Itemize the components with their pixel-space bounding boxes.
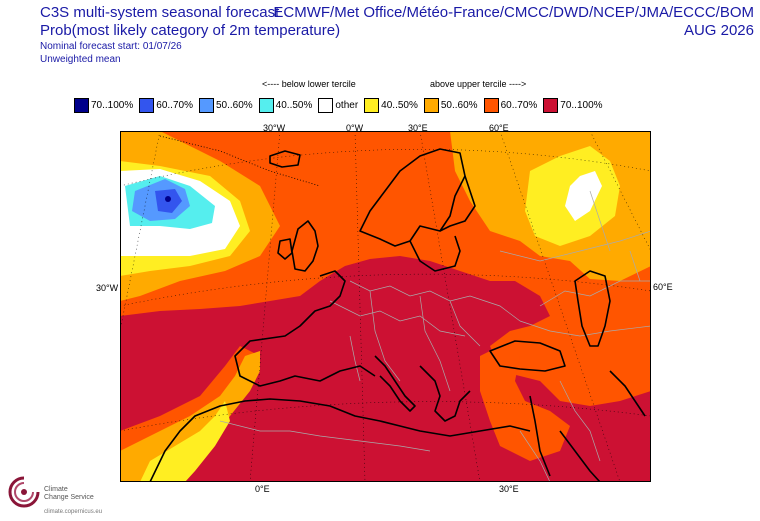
- copernicus-logo-icon: [8, 476, 40, 508]
- legend-item: 70..100%: [74, 98, 139, 113]
- below-tercile-label: <---- below lower tercile: [262, 79, 356, 89]
- map-frame: [120, 131, 651, 482]
- legend-item: other: [318, 98, 364, 113]
- valid-month: AUG 2026: [683, 22, 754, 39]
- legend-swatch: [198, 98, 214, 113]
- legend-label: 60..70%: [500, 100, 538, 111]
- legend-label: 70..100%: [91, 100, 134, 111]
- legend-label: other: [335, 100, 359, 111]
- legend-label: 70..100%: [560, 100, 603, 111]
- legend-swatch: [423, 98, 439, 113]
- lon-label-top: 60°E: [489, 123, 509, 133]
- legend-item: 40..50%: [258, 98, 319, 113]
- legend-swatch: [74, 98, 89, 113]
- sea-ice-edge: [159, 135, 321, 187]
- region-other-ne: [565, 171, 602, 221]
- legend-item: 60..70%: [483, 98, 544, 113]
- logo-line1: Climate: [44, 486, 68, 493]
- lon-label-top: 30°E: [408, 123, 428, 133]
- legend-label: 50..60%: [215, 100, 253, 111]
- systems-list: ECMWF/Met Office/Météo-France/CMCC/DWD/N…: [273, 4, 754, 21]
- color-legend: 70..100% 60..70% 50..60% 40..50% other 4…: [74, 98, 609, 113]
- logo-text: Climate Change Service: [44, 486, 94, 502]
- legend-item: 50..60%: [198, 98, 259, 113]
- lon-label-bottom: 30°E: [499, 484, 519, 494]
- legend-item: 70..100%: [543, 98, 608, 113]
- logo-url: climate.copernicus.eu: [44, 509, 103, 515]
- country-borders: [219, 190, 651, 482]
- lat-label-right: 60°E: [653, 282, 673, 292]
- logo-line2: Change Service: [44, 494, 94, 501]
- lat-label-left: 30°W: [96, 283, 119, 293]
- lon-label-top: 0°W: [346, 123, 364, 133]
- legend-swatch: [364, 98, 380, 113]
- legend-item: 40..50%: [364, 98, 424, 113]
- header-right: ECMWF/Met Office/Météo-France/CMCC/DWD/N…: [273, 4, 754, 40]
- region-warm-60-70-east: [480, 346, 570, 461]
- legend-swatch: [318, 98, 334, 113]
- probability-map: [120, 131, 651, 482]
- coastlines: [149, 148, 646, 482]
- weighting-label: Unweighted mean: [40, 54, 121, 65]
- legend-item: 60..70%: [139, 98, 199, 113]
- lon-label-top: 30°W: [263, 123, 286, 133]
- region-warm-50-60-sw: [120, 351, 260, 482]
- legend-swatch: [139, 98, 155, 113]
- above-tercile-label: above upper tercile ---->: [430, 79, 527, 89]
- region-warm-40-50-sw: [140, 401, 230, 482]
- legend-swatch: [483, 98, 499, 113]
- legend-item: 50..60%: [423, 98, 484, 113]
- legend-label: 40..50%: [381, 100, 418, 111]
- legend-label: 40..50%: [275, 100, 313, 111]
- region-cold-70-100: [165, 196, 171, 202]
- legend-label: 60..70%: [156, 100, 193, 111]
- title-line2: Prob(most likely category of 2m temperat…: [40, 22, 341, 39]
- legend-swatch: [543, 98, 559, 113]
- title-line1: C3S multi-system seasonal forecast: [40, 4, 280, 21]
- graticule: [120, 131, 651, 482]
- legend-swatch: [258, 98, 274, 113]
- header-left: C3S multi-system seasonal forecast Prob(…: [40, 4, 340, 66]
- lon-label-bottom: 0°E: [255, 484, 270, 494]
- legend-label: 50..60%: [440, 100, 478, 111]
- forecast-start: Nominal forecast start: 01/07/26: [40, 41, 182, 52]
